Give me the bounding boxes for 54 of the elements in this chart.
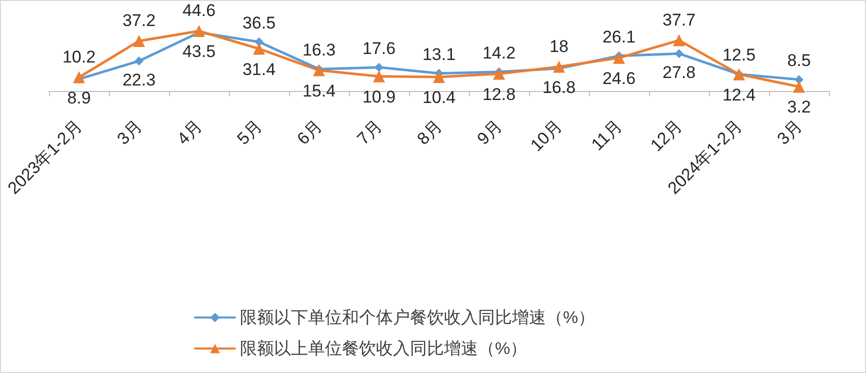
x-tick-label: 4月 bbox=[174, 116, 206, 148]
x-tick-label: 5月 bbox=[234, 116, 266, 148]
data-label: 16.3 bbox=[302, 40, 336, 60]
data-label: 22.3 bbox=[122, 70, 156, 90]
data-label: 15.4 bbox=[302, 81, 336, 100]
point bbox=[493, 68, 505, 80]
x-tick-label: 11月 bbox=[588, 116, 626, 154]
point bbox=[793, 80, 805, 93]
point bbox=[73, 71, 85, 84]
data-label: 10.4 bbox=[422, 88, 456, 108]
data-label: 44.6 bbox=[182, 1, 216, 20]
point bbox=[373, 70, 385, 82]
legend-label: 限额以下单位和个体户餐饮收入同比增速（%） bbox=[240, 308, 596, 327]
x-tick-label: 10月 bbox=[526, 116, 566, 156]
data-label: 27.8 bbox=[662, 63, 696, 82]
x-tick-label: 8月 bbox=[414, 116, 446, 148]
data-label: 24.6 bbox=[602, 68, 636, 88]
data-label: 3.2 bbox=[787, 98, 811, 117]
x-tick-label: 9月 bbox=[474, 116, 506, 148]
data-label: 8.5 bbox=[787, 51, 811, 70]
point bbox=[433, 71, 445, 84]
data-label: 17.6 bbox=[362, 38, 396, 58]
x-tick-label: 3月 bbox=[114, 116, 146, 148]
data-label: 31.4 bbox=[242, 60, 276, 79]
data-label: 36.5 bbox=[242, 13, 276, 32]
data-label: 37.7 bbox=[662, 10, 696, 30]
point bbox=[673, 34, 685, 46]
point bbox=[253, 42, 265, 55]
point bbox=[133, 34, 145, 47]
data-label: 10.2 bbox=[62, 47, 96, 66]
data-label: 37.2 bbox=[122, 10, 156, 30]
data-label: 8.9 bbox=[67, 88, 91, 108]
x-tick-label: 3月 bbox=[774, 116, 806, 148]
data-label: 12.8 bbox=[482, 84, 516, 104]
data-label: 12.4 bbox=[722, 85, 756, 104]
point bbox=[193, 25, 205, 37]
data-label: 14.2 bbox=[482, 43, 516, 62]
point bbox=[374, 62, 384, 72]
point bbox=[613, 52, 625, 64]
data-label: 16.8 bbox=[542, 78, 576, 97]
x-tick-label: 12月 bbox=[646, 116, 686, 156]
data-label: 12.5 bbox=[722, 46, 756, 65]
data-label: 43.5 bbox=[182, 42, 216, 61]
x-tick-label: 6月 bbox=[294, 116, 326, 148]
data-label: 10.9 bbox=[362, 87, 396, 106]
point bbox=[674, 49, 684, 58]
data-label: 26.1 bbox=[602, 27, 636, 46]
x-tick-label: 7月 bbox=[354, 116, 386, 148]
point bbox=[313, 64, 325, 76]
data-label: 13.1 bbox=[422, 44, 456, 64]
data-label: 18 bbox=[550, 36, 568, 56]
legend-label: 限额以上单位餐饮收入同比增速（%） bbox=[240, 339, 528, 358]
point bbox=[134, 56, 144, 66]
point bbox=[553, 60, 565, 73]
